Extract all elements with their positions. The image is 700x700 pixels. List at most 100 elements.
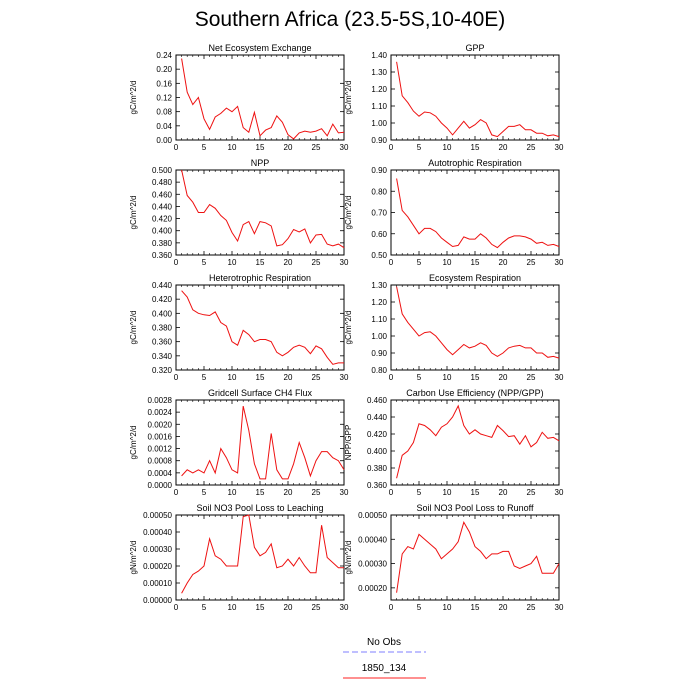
y-tick-label: 0.12 xyxy=(156,94,172,103)
y-axis-label: NPP/GPP xyxy=(344,425,353,461)
x-tick-label: 20 xyxy=(284,258,293,267)
panel-title: Heterotrophic Respiration xyxy=(209,273,311,283)
plot-frame xyxy=(175,514,345,601)
x-tick-label: 15 xyxy=(471,488,480,497)
series-line xyxy=(181,169,345,249)
plot-frame xyxy=(175,399,345,486)
y-tick-label: 0.00020 xyxy=(358,584,387,593)
plot-frame xyxy=(390,169,560,256)
series-line xyxy=(181,58,345,140)
x-tick-label: 10 xyxy=(443,143,452,152)
y-tick-label: 0.320 xyxy=(152,366,173,375)
panel: Carbon Use Efficiency (NPP/GPP) NPP/GPP 0 5… xyxy=(344,388,564,497)
x-tick-label: 5 xyxy=(202,373,207,382)
y-tick-label: 1.30 xyxy=(371,68,387,77)
y-tick-label: 0.380 xyxy=(152,324,173,333)
plot-frame xyxy=(175,284,345,371)
y-axis-label: gN/m^2/d xyxy=(344,541,353,575)
series-line xyxy=(396,286,560,359)
series-line xyxy=(396,404,560,479)
x-tick-label: 20 xyxy=(499,373,508,382)
y-tick-label: 1.20 xyxy=(371,85,387,94)
legend-label: 1850_134 xyxy=(362,663,407,674)
y-tick-label: 0.0012 xyxy=(148,445,173,454)
x-tick-label: 0 xyxy=(389,373,394,382)
y-tick-label: 0.480 xyxy=(152,178,173,187)
y-tick-label: 1.10 xyxy=(371,315,387,324)
y-tick-label: 0.00040 xyxy=(143,528,172,537)
x-tick-label: 5 xyxy=(417,258,422,267)
figure-title: Southern Africa (23.5-5S,10-40E) xyxy=(195,8,506,31)
x-tick-label: 25 xyxy=(527,603,536,612)
y-axis-label: gC/m^2/d xyxy=(129,81,138,115)
y-tick-label: 1.10 xyxy=(371,102,387,111)
y-tick-label: 0.00050 xyxy=(358,511,387,520)
panel-grid: Net Ecosystem Exchange gC/m^2/d 0 5 10 15 20 25… xyxy=(129,43,564,612)
y-tick-label: 0.420 xyxy=(367,430,388,439)
panel: Ecosystem Respiration gC/m^2/d 0 5 10 15 20 25 3… xyxy=(344,273,564,382)
y-axis-label: gN/m^2/d xyxy=(129,541,138,575)
x-tick-label: 30 xyxy=(340,488,349,497)
y-tick-label: 0.440 xyxy=(367,413,388,422)
legend: No Obs 1850_134 xyxy=(343,637,426,679)
plot-frame xyxy=(175,54,345,141)
x-tick-label: 15 xyxy=(471,373,480,382)
y-tick-label: 0.400 xyxy=(152,227,173,236)
y-tick-label: 0.420 xyxy=(152,295,173,304)
x-tick-label: 10 xyxy=(228,488,237,497)
panel-title: Soil NO3 Pool Loss to Leaching xyxy=(196,503,323,513)
x-tick-label: 0 xyxy=(389,258,394,267)
x-tick-label: 15 xyxy=(256,488,265,497)
x-tick-label: 15 xyxy=(256,258,265,267)
x-tick-label: 30 xyxy=(340,258,349,267)
series-line xyxy=(396,178,560,249)
x-tick-label: 10 xyxy=(228,603,237,612)
series-line xyxy=(181,290,344,365)
x-tick-label: 10 xyxy=(228,143,237,152)
x-tick-label: 5 xyxy=(417,373,422,382)
y-tick-label: 1.20 xyxy=(371,298,387,307)
panel-title: GPP xyxy=(465,43,484,53)
y-tick-label: 1.40 xyxy=(371,51,387,60)
y-tick-label: 0.0028 xyxy=(148,396,173,405)
x-tick-label: 30 xyxy=(555,603,564,612)
y-axis-label: gC/m^2/d xyxy=(344,81,353,115)
panel-title: Soil NO3 Pool Loss to Runoff xyxy=(417,503,534,513)
y-tick-label: 0.440 xyxy=(152,281,173,290)
x-tick-label: 10 xyxy=(228,258,237,267)
y-tick-label: 0.24 xyxy=(156,51,172,60)
plot-frame xyxy=(390,54,560,141)
plot-frame xyxy=(390,399,560,486)
x-tick-label: 15 xyxy=(471,258,480,267)
x-tick-label: 20 xyxy=(499,143,508,152)
y-tick-label: 0.60 xyxy=(371,230,387,239)
y-tick-label: 0.420 xyxy=(152,215,173,224)
y-tick-label: 0.00050 xyxy=(143,511,172,520)
panel: NPP gC/m^2/d 0 5 10 15 20 25 30 0.360 0.380 0.400 0.… xyxy=(129,158,349,267)
y-tick-label: 0.360 xyxy=(152,251,173,260)
panel-title: Autotrophic Respiration xyxy=(428,158,522,168)
x-tick-label: 20 xyxy=(284,143,293,152)
y-axis-label: gC/m^2/d xyxy=(344,311,353,345)
y-tick-label: 0.0020 xyxy=(148,420,173,429)
x-tick-label: 5 xyxy=(202,603,207,612)
panel: Gridcell Surface CH4 Flux gC/m^2/d 0 5 10 15 2… xyxy=(129,388,349,497)
panel-title: Ecosystem Respiration xyxy=(429,273,521,283)
panel-title: Gridcell Surface CH4 Flux xyxy=(208,388,313,398)
x-tick-label: 5 xyxy=(202,143,207,152)
y-tick-label: 0.90 xyxy=(371,136,387,145)
plot-frame xyxy=(390,284,560,371)
y-tick-label: 0.340 xyxy=(152,352,173,361)
y-tick-label: 0.00030 xyxy=(358,560,387,569)
series-line xyxy=(396,61,560,138)
y-tick-label: 0.00 xyxy=(156,136,172,145)
y-tick-label: 0.70 xyxy=(371,209,387,218)
series-line xyxy=(181,405,345,480)
x-tick-label: 25 xyxy=(527,258,536,267)
x-tick-label: 10 xyxy=(443,373,452,382)
y-tick-label: 0.500 xyxy=(152,166,173,175)
y-tick-label: 0.90 xyxy=(371,349,387,358)
x-tick-label: 30 xyxy=(555,143,564,152)
y-tick-label: 0.460 xyxy=(367,396,388,405)
y-axis-label: gC/m^2/d xyxy=(129,311,138,345)
